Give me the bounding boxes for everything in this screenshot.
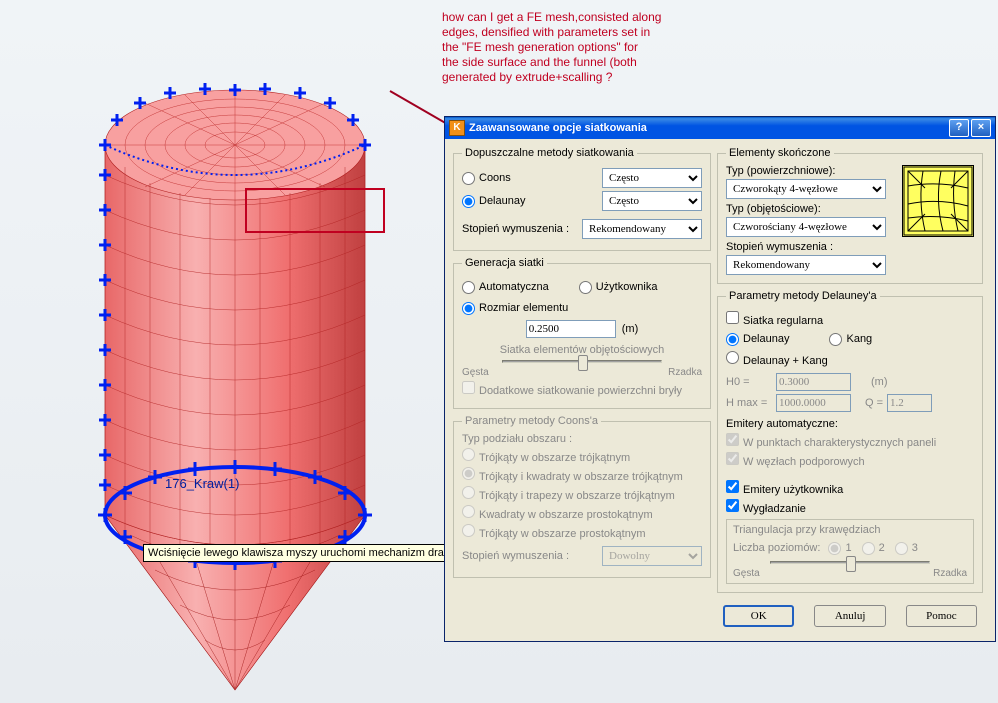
h0-input <box>776 373 851 391</box>
annotation-highlight-box <box>245 188 385 233</box>
coons-params-group: Parametry metody Coons'a Typ podziału ob… <box>453 415 711 578</box>
q-label: Q = <box>865 397 883 409</box>
coons-opt2: Trójkąty i kwadraty w obszarze trójkątny… <box>462 471 683 483</box>
additional-surface-mesh-checkbox: Dodatkowe siatkowanie powierzchni bryły <box>462 385 682 397</box>
tri-edges-legend: Triangulacja przy krawędziach <box>733 524 967 536</box>
dialog-button-row: OK Anuluj Pomoc <box>717 599 983 633</box>
hmax-label: H max = <box>726 397 776 409</box>
coons-opt5: Trójkąty w obszarze prostokątnym <box>462 528 645 540</box>
meshing-options-dialog: K Zaawansowane opcje siatkowania ? × Dop… <box>444 116 996 642</box>
user-emitters-checkbox[interactable]: Emitery użytkownika <box>726 484 843 496</box>
surface-type-select[interactable]: Czworokąty 4-węzłowe <box>726 179 886 199</box>
annotation-line: edges, densified with parameters set in <box>442 25 742 40</box>
group-legend: Parametry metody Coons'a <box>462 415 601 427</box>
close-button[interactable]: × <box>971 119 991 137</box>
mesh-model <box>55 75 415 695</box>
annotation-line: how can I get a FE mesh,consisted along <box>442 10 742 25</box>
level-1-radio: 1 <box>828 542 851 555</box>
edge-triangulation-group: Triangulacja przy krawędziach Liczba poz… <box>726 519 974 584</box>
mesh-generation-group: Generacja siatki Automatyczna Użytkownik… <box>453 257 711 409</box>
coons-force-select: Dowolny <box>602 546 702 566</box>
group-legend: Parametry metody Delauney'a <box>726 290 880 302</box>
slider-right-label: Rzadka <box>933 568 967 579</box>
element-size-input[interactable] <box>526 320 616 338</box>
volumetric-slider <box>502 360 662 363</box>
coons-radio[interactable]: Coons <box>462 172 511 185</box>
coons-frequency-select[interactable]: Często <box>602 168 702 188</box>
coons-force-label: Stopień wymuszenia : <box>462 550 569 562</box>
user-annotation-text: how can I get a FE mesh,consisted along … <box>442 10 742 85</box>
fe-force-select[interactable]: Rekomendowany <box>726 255 886 275</box>
coons-opt3: Trójkąty i trapezy w obszarze trójkątnym <box>462 490 675 502</box>
annotation-line: the side surface and the funnel (both <box>442 55 742 70</box>
auto-emitters-label: Emitery automatyczne: <box>726 418 974 430</box>
auto-radio[interactable]: Automatyczna <box>462 281 549 294</box>
finite-elements-group: Elementy skończone Typ (powierzchniowe):… <box>717 147 983 284</box>
app-icon: K <box>449 120 465 136</box>
coons-opt4: Kwadraty w obszarze prostokątnym <box>462 509 653 521</box>
annotation-line: generated by extrude+scalling ? <box>442 70 742 85</box>
delaunay-kang-radio[interactable]: Delaunay + Kang <box>726 355 828 367</box>
slider-right-label: Rzadka <box>668 367 702 378</box>
volume-type-label: Typ (objętościowe): <box>726 203 896 215</box>
dialog-titlebar[interactable]: K Zaawansowane opcje siatkowania ? × <box>445 117 995 139</box>
help-button[interactable]: Pomoc <box>906 605 977 627</box>
levels-label: Liczba poziomów: <box>733 542 820 554</box>
slider-left-label: Gęsta <box>462 367 489 378</box>
surface-type-label: Typ (powierzchniowe): <box>726 165 896 177</box>
mesh-preview-icon <box>902 165 974 237</box>
drag-drop-tooltip: Wciśnięcie lewego klawisza myszy uruchom… <box>143 544 483 562</box>
smoothing-checkbox[interactable]: Wygładzanie <box>726 503 806 515</box>
delaunay-frequency-select[interactable]: Często <box>602 191 702 211</box>
group-legend: Dopuszczalne metody siatkowania <box>462 147 637 159</box>
annotation-line: the "FE mesh generation options" for <box>442 40 742 55</box>
h0-unit: (m) <box>871 376 888 388</box>
coons-opt1: Trójkąty w obszarze trójkątnym <box>462 452 630 464</box>
delaunay-radio[interactable]: Delaunay <box>462 195 525 208</box>
emitter-panels-checkbox: W punktach charakterystycznych paneli <box>726 437 936 449</box>
volume-type-select[interactable]: Czworościany 4-węzłowe <box>726 217 886 237</box>
allowed-methods-group: Dopuszczalne metody siatkowania Coons Cz… <box>453 147 711 251</box>
force-level-label: Stopień wymuszenia : <box>462 223 569 235</box>
slider-left-label: Gęsta <box>733 568 760 579</box>
level-3-radio: 3 <box>895 542 918 555</box>
group-legend: Generacja siatki <box>462 257 547 269</box>
division-type-label: Typ podziału obszaru : <box>462 433 702 445</box>
viewport-3d[interactable]: 176_Kraw(1) Wciśnięcie lewego klawisza m… <box>0 0 998 703</box>
h0-label: H0 = <box>726 376 776 388</box>
delaunay-params-group: Parametry metody Delauney'a Siatka regul… <box>717 290 983 593</box>
kang-method-radio[interactable]: Kang <box>829 333 872 346</box>
edge-label: 176_Kraw(1) <box>165 476 239 491</box>
level-2-radio: 2 <box>862 542 885 555</box>
force-level-select[interactable]: Rekomendowany <box>582 219 702 239</box>
group-legend: Elementy skończone <box>726 147 834 159</box>
user-radio[interactable]: Użytkownika <box>579 281 658 294</box>
unit-label: (m) <box>622 323 639 335</box>
delaunay-method-radio[interactable]: Delaunay <box>726 333 789 346</box>
ok-button[interactable]: OK <box>723 605 794 627</box>
hmax-input <box>776 394 851 412</box>
fe-force-label: Stopień wymuszenia : <box>726 241 974 253</box>
help-button[interactable]: ? <box>949 119 969 137</box>
edge-density-slider <box>770 561 930 564</box>
element-size-radio[interactable]: Rozmiar elementu <box>462 302 568 315</box>
emitter-supports-checkbox: W węzłach podporowych <box>726 456 865 468</box>
q-input <box>887 394 932 412</box>
regular-mesh-checkbox[interactable]: Siatka regularna <box>726 315 823 327</box>
cancel-button[interactable]: Anuluj <box>814 605 885 627</box>
dialog-title: Zaawansowane opcje siatkowania <box>469 122 647 134</box>
